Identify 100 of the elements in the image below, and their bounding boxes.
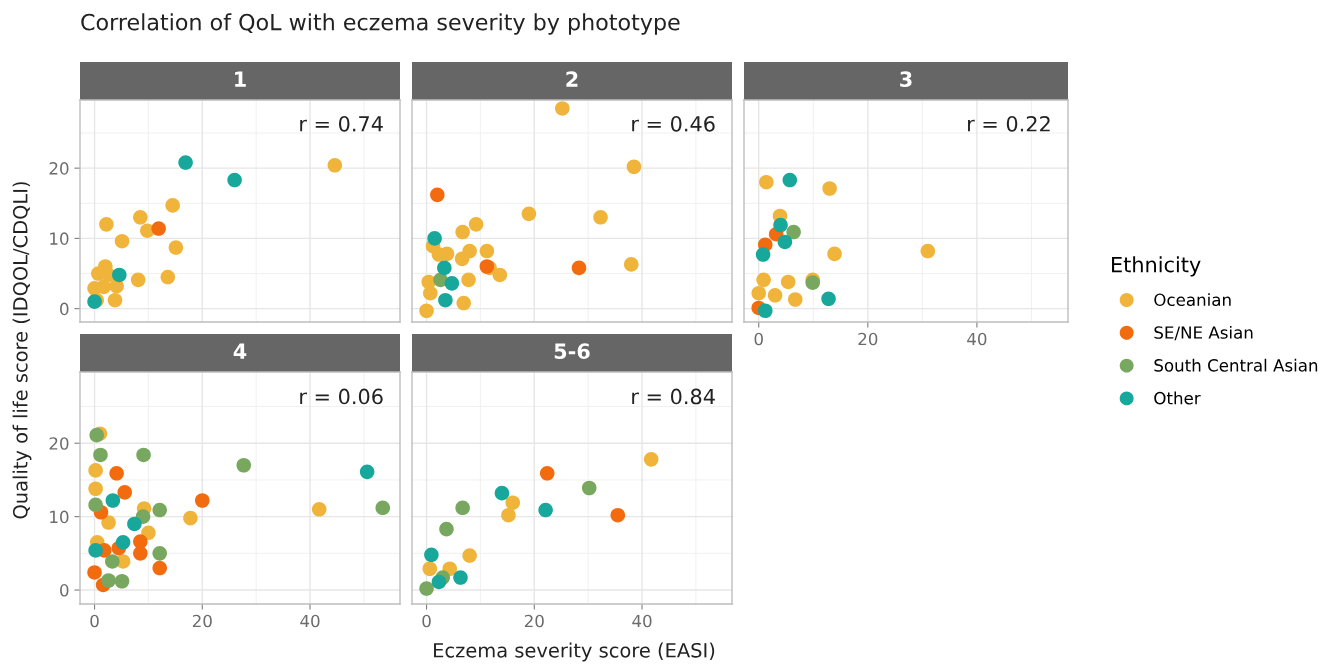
point [424, 547, 439, 563]
point [105, 554, 120, 569]
point [107, 292, 123, 308]
point [227, 172, 242, 188]
legend-label: SE/NE Asian [1154, 325, 1253, 341]
point [462, 548, 477, 563]
point [439, 521, 454, 537]
y-tick-label: 0 [60, 302, 69, 316]
point [327, 158, 343, 173]
point [430, 187, 445, 203]
point [183, 510, 198, 526]
legend-label: Other [1154, 391, 1201, 405]
point [501, 507, 516, 523]
annotation: r = 0.22 [968, 115, 1050, 132]
point [136, 447, 151, 463]
point [505, 495, 521, 510]
point [112, 267, 127, 283]
y-axis-title: Quality of life score (IDQOL/CDQLI) [12, 182, 32, 519]
annotation: r = 0.06 [300, 388, 383, 405]
point [539, 466, 555, 481]
point [96, 279, 111, 295]
y-tick-label: 20 [49, 437, 69, 450]
legend-label: Oceanian [1154, 293, 1231, 307]
chart-subtitle: 1 [235, 71, 246, 87]
point [311, 502, 327, 517]
x-tick-label: 20 [524, 614, 544, 628]
point [375, 500, 391, 516]
point [195, 493, 210, 508]
point [101, 573, 116, 588]
point [757, 303, 773, 319]
x-tick-label: 40 [967, 332, 987, 346]
point [787, 292, 803, 307]
y-tick-label: 0 [60, 584, 69, 597]
point [782, 172, 798, 188]
point [419, 303, 434, 319]
point [822, 181, 837, 196]
point [920, 243, 936, 259]
point [492, 267, 508, 283]
point [89, 427, 104, 443]
point [755, 247, 771, 262]
point [538, 502, 553, 518]
point [141, 525, 156, 541]
chart-subtitle: 5-6 [554, 343, 590, 360]
point [455, 224, 470, 240]
point [422, 561, 438, 577]
point [821, 291, 836, 307]
point [593, 210, 608, 225]
point [756, 272, 771, 288]
point [115, 535, 131, 550]
point [133, 210, 148, 225]
point [151, 221, 166, 236]
point [461, 272, 476, 288]
point [643, 452, 659, 467]
point [88, 543, 103, 558]
point [130, 272, 146, 288]
x-tick-label: 0 [422, 614, 431, 628]
point [571, 260, 587, 276]
point [114, 233, 130, 249]
x-tick-label: 0 [754, 332, 763, 346]
point [581, 480, 597, 496]
point [462, 243, 477, 259]
point [437, 260, 452, 276]
x-tick-label: 0 [90, 614, 99, 628]
y-tick-label: 20 [49, 162, 69, 175]
point [773, 217, 788, 233]
point [99, 217, 114, 232]
point [88, 463, 103, 478]
point [114, 573, 130, 589]
y-tick-label: 10 [50, 232, 69, 245]
point [521, 206, 537, 222]
point [178, 155, 193, 170]
point [453, 570, 468, 585]
x-tick-label: 20 [192, 614, 212, 628]
point [423, 285, 438, 301]
point [168, 240, 184, 255]
point [444, 276, 460, 291]
point [127, 516, 142, 532]
x-axis-title: Eczema severity score (EASI) [434, 642, 715, 662]
x-tick-label: 40 [300, 614, 320, 628]
chart-subtitle: 4 [233, 343, 247, 359]
point [759, 174, 774, 190]
point [438, 292, 453, 308]
point [468, 217, 484, 232]
point [479, 243, 495, 259]
chart-subtitle: 3 [900, 71, 912, 88]
legend-title: Ethnicity [1112, 256, 1201, 277]
point [109, 466, 124, 481]
x-tick-label: 40 [632, 614, 652, 628]
annotation: r = 0.74 [300, 115, 383, 132]
point [359, 464, 375, 480]
chart-subtitle: 2 [566, 71, 578, 87]
point [419, 581, 434, 596]
point [751, 285, 767, 301]
x-tick-label: 20 [858, 332, 878, 346]
point [555, 101, 570, 116]
point [105, 493, 121, 508]
y-tick-label: 10 [50, 510, 69, 524]
point [160, 269, 176, 285]
point [133, 546, 148, 561]
point [88, 497, 103, 513]
